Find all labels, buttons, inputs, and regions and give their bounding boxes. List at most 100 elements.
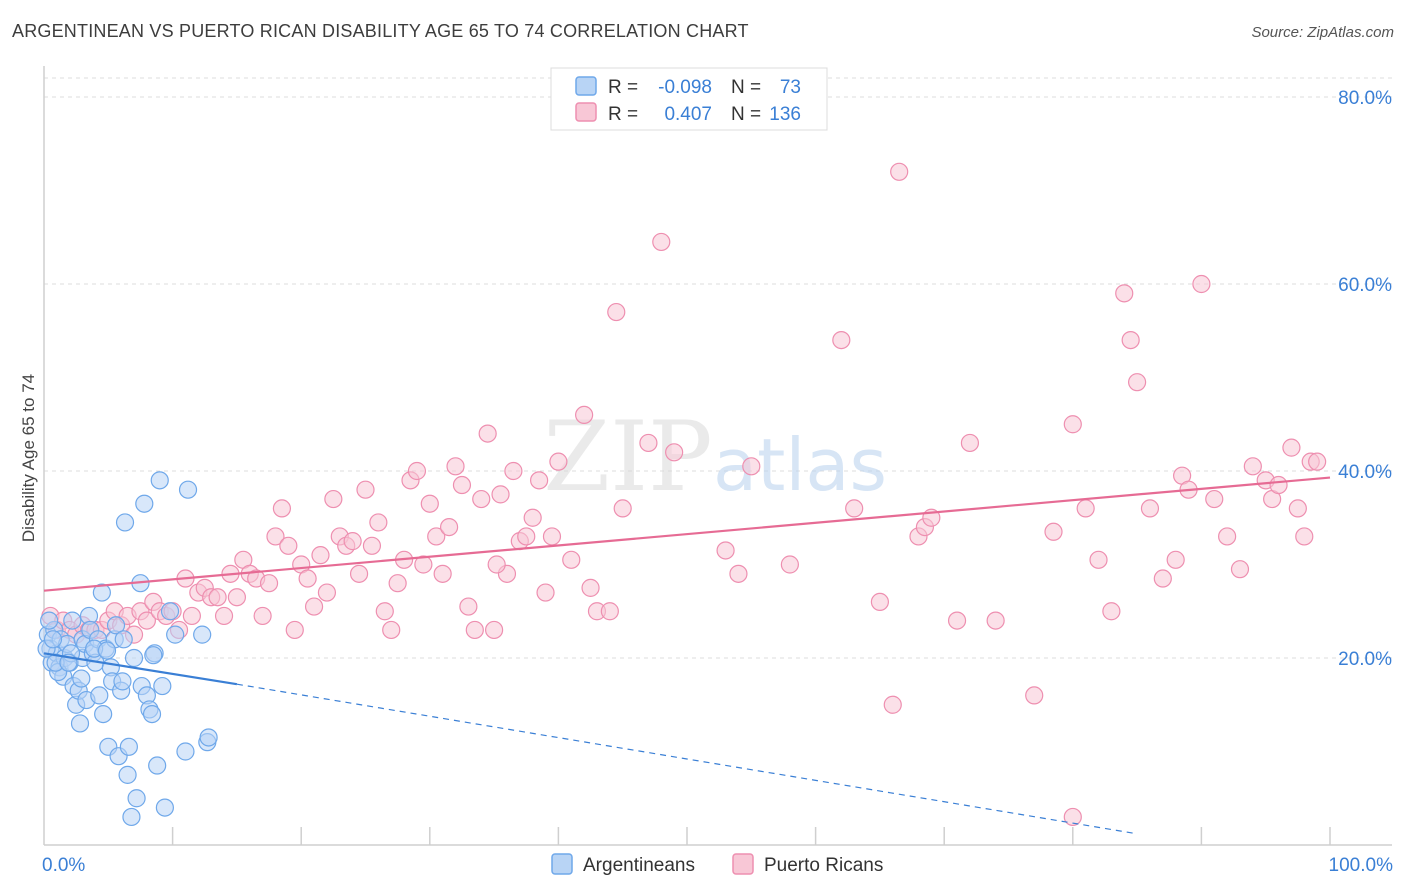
argentineans-point [94, 704, 113, 724]
argentineans-trend-line [43, 652, 238, 686]
puerto-ricans-point [1288, 499, 1307, 518]
puerto-ricans-point [1192, 274, 1211, 294]
puerto-ricans-point [1063, 807, 1082, 827]
legend-n-label: N = [731, 77, 761, 98]
puerto-ricans-point [562, 550, 581, 569]
watermark-atlas: atlas [713, 423, 887, 507]
puerto-ricans-point [491, 485, 510, 504]
puerto-ricans-point [259, 574, 279, 593]
puerto-ricans-point [253, 606, 272, 626]
puerto-ricans-point [581, 578, 600, 597]
argentineans-point [90, 686, 109, 705]
puerto-ricans-point [832, 331, 851, 350]
puerto-ricans-point [214, 606, 234, 626]
puerto-ricans-point [298, 569, 317, 588]
x-tick-label: 0.0% [42, 855, 85, 876]
argentineans-point [72, 669, 91, 688]
argentineans-trend-extension [236, 683, 1138, 835]
puerto-ricans-point [420, 494, 439, 513]
y-tick-label: 40.0% [1338, 462, 1392, 483]
watermark-zip: ZIP [543, 401, 712, 513]
legend-r-value: 0.407 [664, 104, 712, 125]
argentineans-point [135, 494, 154, 513]
argentineans-point [118, 765, 137, 784]
puerto-ricans-point [883, 695, 902, 714]
argentineans-point [155, 798, 174, 817]
legend-puerto-ricans-swatch [575, 102, 597, 122]
puerto-ricans-point [137, 611, 156, 630]
argentineans-point [106, 616, 126, 635]
puerto-ricans-point [530, 471, 549, 490]
puerto-ricans-point [639, 433, 658, 453]
puerto-ricans-point [1166, 550, 1185, 569]
argentineans-point [144, 646, 163, 665]
puerto-ricans-point [472, 489, 491, 509]
argentineans-point [176, 742, 195, 761]
argentineans-point [97, 641, 117, 660]
puerto-ricans-point [1243, 457, 1262, 476]
y-tick-label: 20.0% [1338, 649, 1392, 670]
puerto-ricans-point [1205, 489, 1224, 509]
watermark: ZIP atlas [543, 401, 887, 513]
puerto-ricans-point [356, 480, 375, 499]
puerto-ricans-point [986, 611, 1005, 630]
puerto-ricans-point [504, 461, 523, 481]
argentineans-point [114, 630, 133, 649]
puerto-ricans-point [600, 602, 619, 621]
puerto-ricans-point [369, 513, 388, 532]
legend-stats: R = -0.098 N = 73 R = 0.407 N = 136 [550, 67, 828, 131]
puerto-ricans-point [1140, 499, 1160, 518]
puerto-ricans-point [780, 555, 799, 574]
puerto-ricans-point [446, 457, 465, 476]
puerto-ricans-point [324, 489, 343, 509]
argentineans-point [178, 480, 198, 499]
argentineans-point [150, 471, 169, 490]
puerto-ricans-point [1102, 602, 1121, 621]
puerto-ricans-point [485, 620, 504, 640]
y-tick-label: 60.0% [1338, 275, 1392, 296]
puerto-ricans-point [285, 620, 304, 640]
chart-title: ARGENTINEAN VS PUERTO RICAN DISABILITY A… [12, 21, 749, 41]
argentineans-point [124, 648, 144, 668]
argentineans-point [127, 789, 146, 808]
puerto-ricans-point [575, 405, 594, 424]
puerto-ricans-point [407, 461, 427, 481]
y-tick-label: 80.0% [1338, 88, 1392, 109]
puerto-ricans-point [845, 499, 864, 518]
puerto-ricans-point [478, 424, 497, 443]
argentineans-point [63, 611, 82, 630]
argentineans-point [166, 625, 185, 644]
puerto-ricans-point [382, 620, 401, 640]
puerto-ricans-point [1044, 522, 1063, 541]
puerto-ricans-point [729, 564, 748, 583]
puerto-ricans-point [343, 532, 362, 551]
legend-stats-box [550, 67, 828, 131]
puerto-ricans-point [427, 527, 446, 546]
puerto-ricans-point [1269, 475, 1288, 495]
argentineans-point [153, 676, 172, 696]
puerto-ricans-point [272, 499, 292, 518]
puerto-ricans-point [523, 508, 542, 527]
y-axis-label: Disability Age 65 to 74 [19, 374, 38, 542]
puerto-ricans-point [1121, 331, 1140, 350]
puerto-ricans-point [742, 457, 761, 476]
puerto-ricans-point [652, 232, 671, 252]
puerto-ricans-point [208, 588, 227, 607]
argentineans-point [199, 728, 218, 747]
puerto-ricans-point [517, 527, 536, 546]
puerto-ricans-point [279, 536, 298, 555]
puerto-ricans-point [375, 602, 394, 621]
puerto-ricans-point [870, 592, 890, 612]
argentineans-point [119, 737, 138, 756]
puerto-ricans-point [1063, 415, 1082, 434]
argentineans-point [160, 602, 180, 621]
puerto-ricans-point [1076, 499, 1095, 518]
puerto-ricans-point [1295, 527, 1314, 546]
legend-series: Argentineans Puerto Ricans [551, 853, 883, 876]
legend-puerto-ricans-label: Puerto Ricans [764, 855, 883, 876]
puerto-ricans-point [439, 517, 459, 537]
puerto-ricans-point [1282, 438, 1301, 457]
legend-argentineans-swatch [551, 853, 573, 875]
puerto-ricans-point [362, 536, 382, 555]
